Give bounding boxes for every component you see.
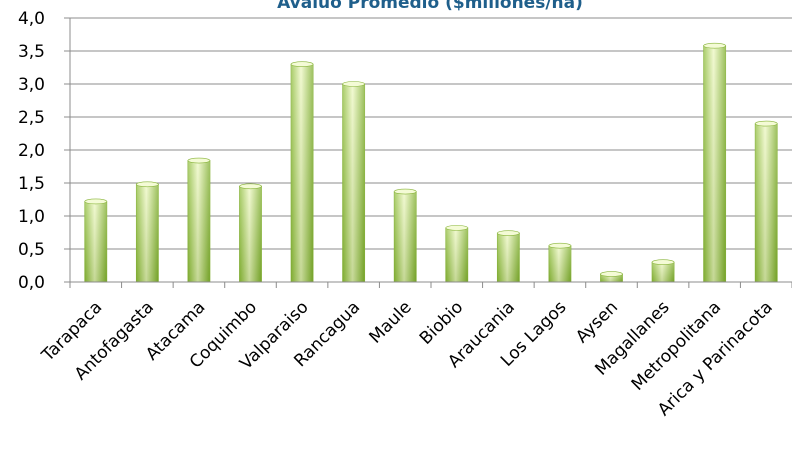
bar	[135, 181, 159, 283]
axes	[69, 18, 792, 288]
x-tick-label: Maule	[366, 297, 416, 347]
bar-top	[754, 120, 778, 127]
bars	[84, 42, 778, 283]
bar	[187, 157, 211, 283]
bar-shade	[291, 64, 314, 282]
bar	[445, 225, 469, 283]
bar-top	[187, 157, 211, 164]
y-tick-label: 2,0	[18, 141, 45, 161]
bar-top	[239, 183, 262, 190]
bar	[342, 81, 366, 283]
y-axis-ticks: 0,0 0,5 1,0 1,5 2,0 2,5 3,0 3,5 4,0	[18, 9, 70, 293]
bar-top	[703, 42, 726, 49]
y-tick-label: 0,5	[18, 240, 45, 260]
bar-shade	[84, 201, 107, 282]
bar	[84, 198, 108, 283]
bar-shade	[187, 160, 210, 282]
bar-shade	[445, 227, 468, 282]
bar	[651, 259, 675, 283]
bar	[600, 271, 623, 283]
bar-shade	[755, 123, 778, 282]
y-tick-label: 3,5	[18, 42, 45, 62]
x-axis-labels: TarapacaAntofagastaAtacamaCoquimboValpar…	[37, 297, 776, 420]
bar-shade	[652, 262, 675, 282]
y-tick-label: 4,0	[18, 9, 45, 29]
bar-shade	[239, 186, 262, 282]
bar-top	[548, 242, 572, 249]
bar-shade	[497, 233, 520, 282]
x-tick-label: Aysen	[572, 297, 622, 347]
bar-shade	[600, 274, 623, 282]
bar-top	[393, 188, 417, 195]
bar	[754, 120, 778, 283]
bar-shade	[548, 245, 571, 282]
gridlines	[70, 17, 792, 250]
bar	[290, 61, 314, 283]
bar-shade	[136, 184, 159, 282]
bar-top	[600, 271, 623, 277]
bar-shade	[342, 84, 365, 282]
bar-top	[84, 198, 108, 205]
y-tick-label: 3,0	[18, 75, 45, 95]
chart-title: Avalúo Promedio ($millones/ha)	[277, 0, 583, 13]
bar	[703, 42, 727, 283]
bar-top	[136, 181, 159, 188]
bar-top	[342, 81, 365, 87]
y-tick-label: 0,0	[18, 273, 45, 293]
y-tick-label: 1,5	[18, 174, 45, 194]
bar-top	[651, 259, 675, 266]
bar-top	[445, 225, 469, 231]
bar-shade	[703, 45, 726, 282]
bar	[548, 242, 572, 283]
x-tick-label: Metropolitana	[628, 297, 725, 394]
y-tick-label: 1,0	[18, 207, 45, 227]
bar-top	[290, 61, 314, 67]
bar	[239, 183, 262, 283]
bar	[496, 230, 520, 283]
y-tick-label: 2,5	[18, 108, 45, 128]
bar-shade	[394, 191, 417, 282]
bar	[393, 188, 417, 283]
bar-top	[497, 230, 520, 236]
x-tick-label: Biobio	[416, 297, 467, 348]
